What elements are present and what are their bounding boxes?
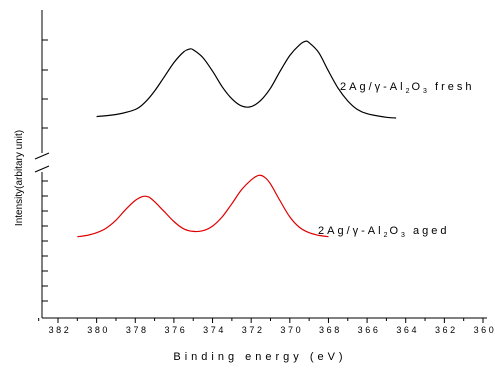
x-tick-label: 366: [358, 325, 381, 335]
data-point: [318, 52, 319, 53]
x-tick-label: 360: [474, 325, 495, 335]
data-point: [222, 86, 223, 87]
x-tick-label: 370: [280, 325, 303, 335]
data-point: [135, 200, 136, 201]
data-point: [154, 90, 155, 91]
x-axis-title: Binding energy (eV): [173, 351, 346, 363]
data-point: [280, 71, 281, 72]
data-point: [299, 44, 300, 45]
data-point: [309, 42, 310, 43]
data-point: [173, 221, 174, 222]
data-point: [231, 203, 232, 204]
data-point: [260, 100, 261, 101]
data-point: [106, 228, 107, 229]
data-point: [231, 98, 232, 99]
series-line-fresh: [96, 40, 397, 119]
data-point: [115, 114, 116, 115]
data-point: [164, 211, 165, 212]
x-tick-label: 372: [242, 325, 265, 335]
x-tick-label: 382: [49, 325, 72, 335]
data-point: [386, 117, 387, 118]
data-point: [289, 216, 290, 217]
data-point: [115, 220, 116, 221]
data-point: [154, 201, 155, 202]
data-point: [142, 196, 143, 197]
x-tick-label: 364: [396, 325, 419, 335]
data-point: [86, 235, 87, 236]
data-point: [125, 209, 126, 210]
data-point: [193, 49, 194, 50]
data-point: [135, 109, 136, 110]
y-axis-break-mark: [34, 152, 50, 160]
axes: 382 380 378 376 374 372 370 368 366 364 362 360: [34, 10, 495, 335]
data-point: [264, 177, 265, 178]
data-point: [96, 232, 97, 233]
data-point: [241, 189, 242, 190]
data-point: [270, 88, 271, 89]
data-point: [357, 109, 358, 110]
series-label-fresh: 2Ag/γ-Al2O3 fresh: [340, 81, 474, 95]
data-point: [202, 230, 203, 231]
x-tick-label: 376: [164, 325, 187, 335]
data-point: [96, 116, 97, 117]
data-point: [258, 175, 259, 176]
series-label-aged: 2Ag/γ-Al2O3 aged: [318, 225, 449, 239]
data-point: [183, 51, 184, 52]
data-point: [212, 226, 213, 227]
data-point: [289, 55, 290, 56]
x-tick-label: 362: [435, 325, 458, 335]
data-point: [299, 227, 300, 228]
x-tick-label: 374: [203, 325, 226, 335]
data-point: [280, 200, 281, 201]
x-tick-label: 368: [319, 325, 342, 335]
data-point: [328, 71, 329, 72]
data-point: [251, 106, 252, 107]
x-tick-label: 378: [126, 325, 149, 335]
data-point: [309, 232, 310, 233]
data-point: [144, 102, 145, 103]
data-point: [77, 236, 78, 237]
data-point: [396, 117, 397, 118]
y-axis-title: Intensity(arbitary unit): [14, 130, 25, 226]
data-point: [241, 105, 242, 106]
data-point: [193, 231, 194, 232]
data-point: [338, 88, 339, 89]
data-point: [148, 197, 149, 198]
data-point: [173, 62, 174, 63]
series-line-aged: [77, 174, 329, 238]
data-point: [202, 57, 203, 58]
data-point: [305, 41, 306, 42]
data-point: [212, 71, 213, 72]
data-point: [164, 76, 165, 77]
data-point: [347, 100, 348, 101]
data-point: [222, 216, 223, 217]
data-point: [183, 228, 184, 229]
data-point: [270, 183, 271, 184]
data-point: [251, 179, 252, 180]
x-tick-label: 380: [87, 325, 110, 335]
series-group: [77, 40, 397, 238]
y-axis-break-mark: [34, 165, 50, 173]
data-point: [189, 49, 190, 50]
data-point: [367, 113, 368, 114]
